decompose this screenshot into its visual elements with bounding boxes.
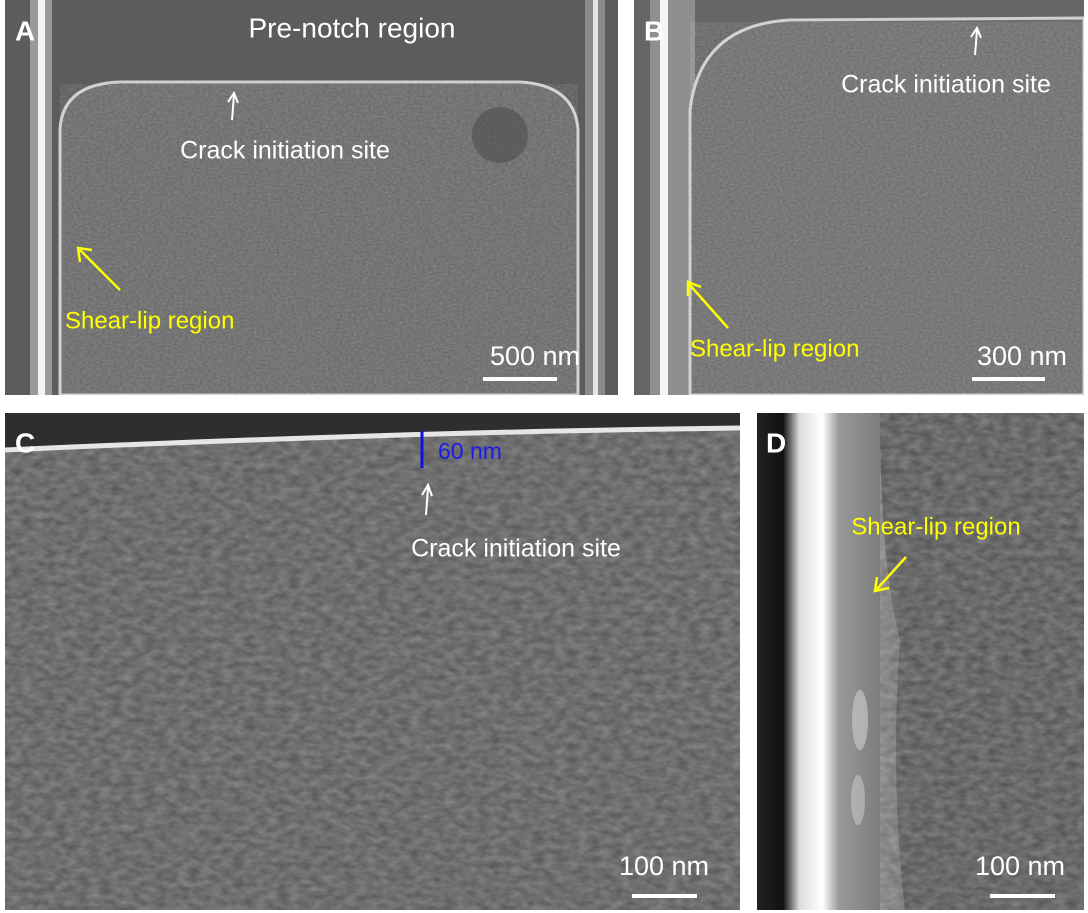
scale-bar-label: 300 nm: [977, 341, 1067, 371]
annotation: Shear-lip region: [65, 307, 234, 334]
scale-bar-label: 500 nm: [490, 341, 580, 371]
annotation: 60 nm: [438, 438, 502, 464]
panel-label: A: [15, 15, 35, 46]
annotation: Crack initiation site: [841, 71, 1051, 99]
panel-label: D: [766, 427, 786, 458]
annotation: Shear-lip region: [690, 335, 859, 362]
annotation: Crack initiation site: [411, 535, 621, 563]
panel-c: [5, 413, 740, 910]
panel-d: [757, 413, 1084, 910]
annotation: Pre-notch region: [248, 12, 455, 43]
panel-a: [5, 0, 618, 395]
annotation: Crack initiation site: [180, 137, 390, 165]
scale-bar-label: 100 nm: [975, 851, 1065, 881]
panel-label: C: [15, 427, 35, 458]
figure: A Pre-notch region Crack initiation site…: [0, 0, 1088, 913]
panel-label: B: [644, 15, 664, 46]
scale-bar-label: 100 nm: [619, 851, 709, 881]
annotation: Shear-lip region: [851, 513, 1020, 540]
